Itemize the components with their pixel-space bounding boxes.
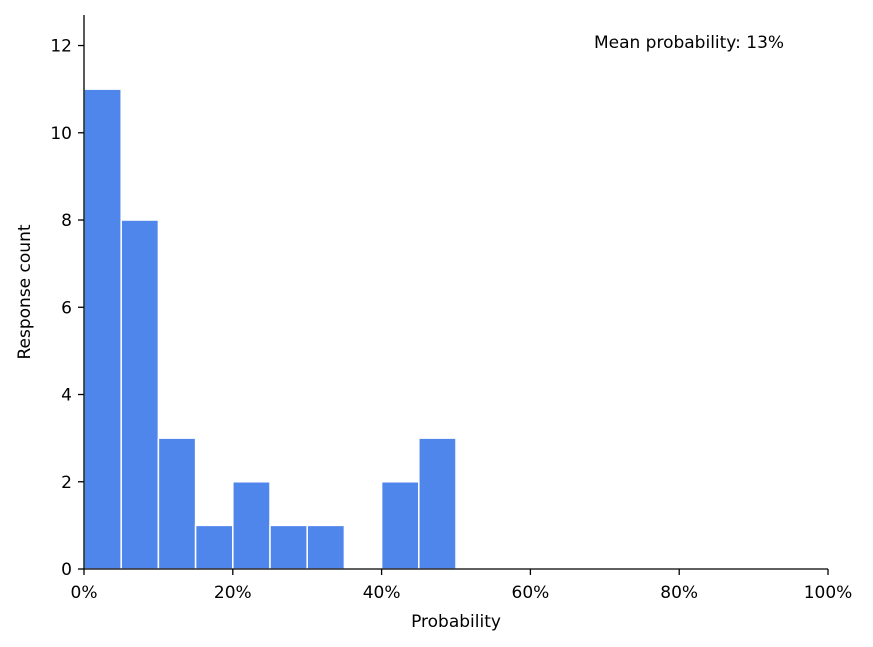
x-axis-ticks: 0% 20% 40% 60% 80% 100% xyxy=(71,569,853,603)
histogram-bar xyxy=(83,88,122,570)
bars-group xyxy=(83,88,457,570)
y-tick-label: 2 xyxy=(61,473,72,493)
y-axis-title: Response count xyxy=(15,224,35,359)
histogram-bar xyxy=(157,437,197,570)
histogram-bar xyxy=(232,481,271,570)
y-tick-label: 4 xyxy=(61,386,72,406)
x-tick-label: 0% xyxy=(71,583,98,603)
histogram-bar xyxy=(269,524,308,570)
y-tick-label: 10 xyxy=(50,124,72,144)
histogram-bar xyxy=(418,437,457,570)
x-tick-label: 20% xyxy=(214,583,252,603)
y-tick-label: 6 xyxy=(61,298,72,318)
histogram-bar xyxy=(380,481,420,570)
x-tick-label: 80% xyxy=(660,583,698,603)
x-tick-label: 100% xyxy=(804,583,853,603)
y-axis-ticks: 0 2 4 6 8 10 12 xyxy=(50,37,84,580)
histogram-bar xyxy=(194,524,234,570)
x-tick-label: 60% xyxy=(512,583,550,603)
x-axis-title: Probability xyxy=(411,612,501,632)
y-tick-label: 12 xyxy=(50,37,72,57)
histogram-bar xyxy=(306,524,346,570)
mean-probability-annotation: Mean probability: 13% xyxy=(594,33,784,53)
histogram-bar xyxy=(120,219,160,570)
x-tick-label: 40% xyxy=(363,583,401,603)
y-tick-label: 8 xyxy=(61,211,72,231)
y-tick-label: 0 xyxy=(61,560,72,580)
